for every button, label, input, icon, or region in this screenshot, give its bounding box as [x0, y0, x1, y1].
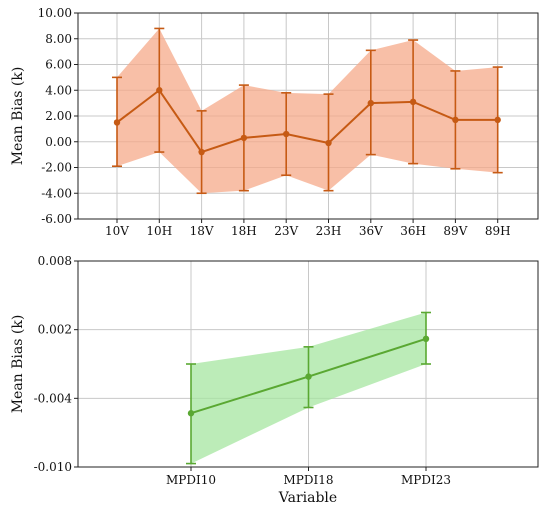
data-point	[409, 98, 417, 106]
x-tick-label: 18H	[231, 224, 257, 238]
y-tick-label: 4.00	[45, 83, 72, 97]
x-tick-label: MPDI10	[166, 473, 216, 487]
data-point	[113, 119, 121, 126]
y-tick-label: -2.00	[41, 161, 72, 175]
data-point	[494, 116, 501, 124]
data-point	[367, 99, 374, 107]
x-tick-label: MPDI18	[284, 473, 334, 487]
y-axis-label: Mean Bias (k)	[10, 67, 26, 166]
x-axis-label: Variable	[278, 490, 337, 506]
y-tick-label: 6.00	[45, 58, 72, 72]
data-point	[283, 130, 290, 138]
y-axis-label: Mean Bias (k)	[10, 315, 26, 414]
data-point	[422, 335, 430, 343]
y-tick-label: -4.00	[41, 186, 72, 200]
data-point	[240, 134, 248, 142]
y-tick-label: 10.00	[38, 6, 72, 20]
data-point	[452, 116, 459, 124]
bottom-chart: 0.008 0.002 -0.004 -0.010 MPDI10 MPDI18 MPDI23…	[10, 254, 539, 506]
mean-line	[116, 88, 498, 154]
x-tick-label: 36H	[400, 224, 426, 238]
uncertainty-band	[117, 28, 498, 194]
y-tick-label: 0.00	[45, 135, 72, 149]
y-tick-label: 2.00	[45, 109, 72, 123]
data-point	[156, 87, 163, 94]
y-tick-label: 0.008	[38, 254, 72, 268]
x-tick-label: 89V	[443, 224, 467, 238]
x-tick-label: 10V	[105, 224, 129, 238]
x-tick-label: 10H	[146, 224, 172, 238]
y-tick-label: 8.00	[45, 32, 72, 46]
data-point	[187, 410, 195, 417]
x-tick-label: 18V	[190, 224, 214, 238]
y-tick-label: -6.00	[41, 212, 72, 226]
data-point	[305, 373, 312, 380]
data-point	[325, 139, 332, 147]
y-tick-label: -0.010	[34, 460, 72, 474]
x-tick-label: 36V	[359, 224, 383, 238]
x-tick-label: 23V	[274, 224, 298, 238]
data-point	[198, 148, 205, 156]
x-tick-label: MPDI23	[401, 473, 451, 487]
x-tick-label: 89H	[485, 224, 511, 238]
y-tick-label: -0.004	[34, 391, 73, 405]
y-tick-label: 0.002	[38, 323, 72, 337]
top-chart: 10.00 8.00 6.00 4.00 2.00 0.00 -2.00 -4.00 -6.00…	[10, 6, 539, 238]
x-tick-label: 23H	[316, 224, 342, 238]
